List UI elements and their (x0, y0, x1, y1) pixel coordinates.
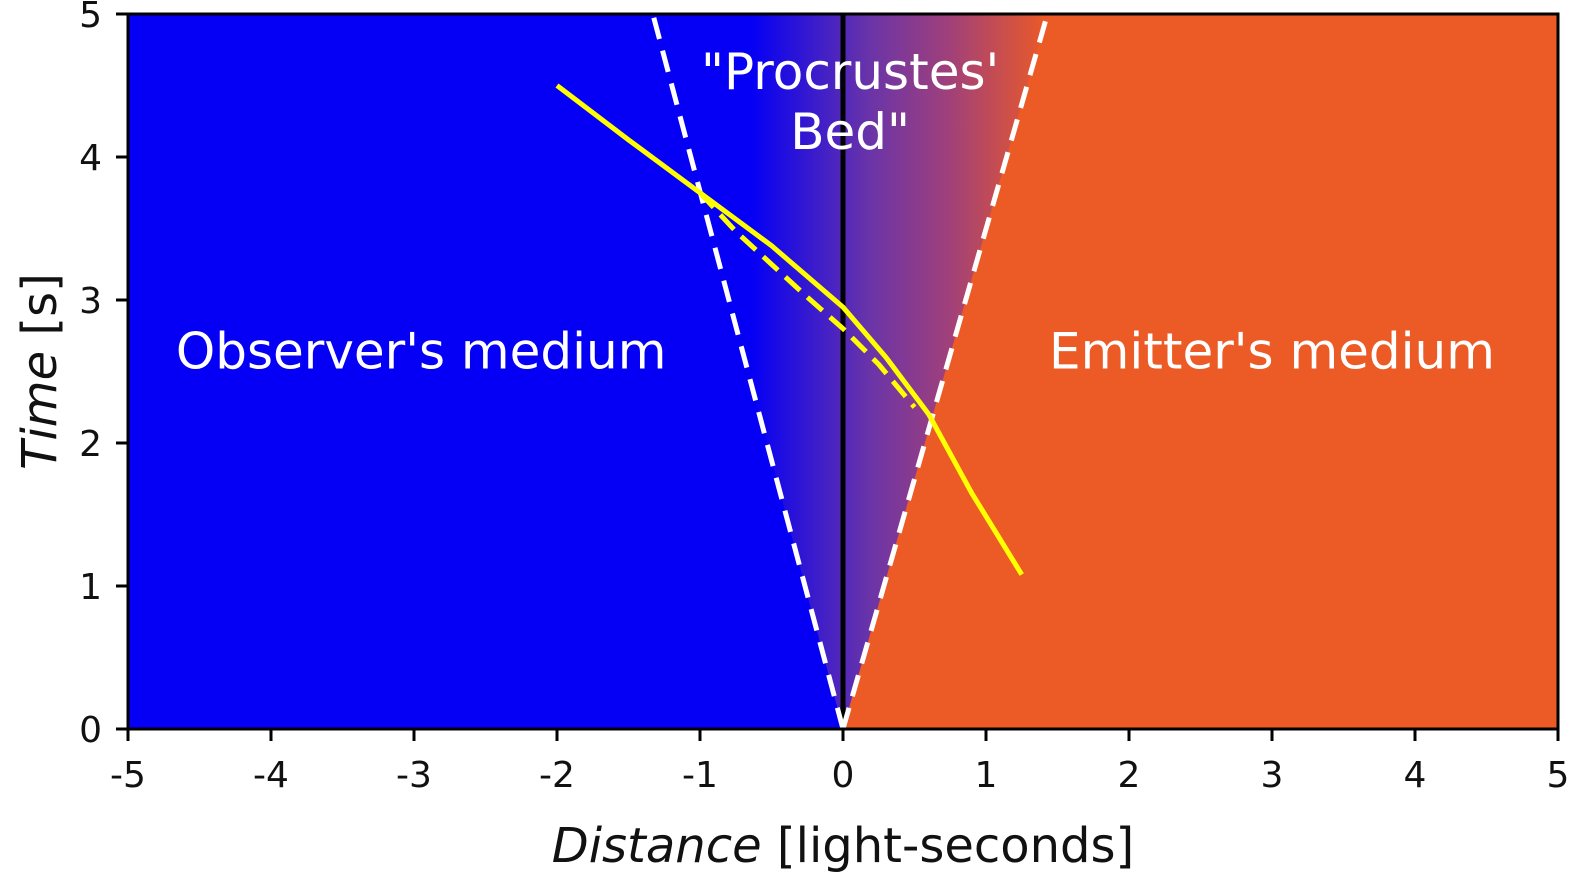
dashed-curve-series-1 (698, 191, 917, 409)
x-tick-label: 1 (975, 755, 998, 796)
x-tick-label: -1 (682, 755, 718, 796)
y-tick-label: 4 (79, 138, 102, 179)
solid-curve-series-0 (555, 83, 1024, 576)
y-tick-label: 1 (79, 567, 102, 608)
x-tick-label: 5 (1547, 755, 1570, 796)
y-tick-label: 5 (79, 0, 102, 36)
annotation-line-1: "Procrustes' (701, 43, 999, 101)
x-tick-label: -2 (539, 755, 575, 796)
emitter-medium-label: Emitter's medium (1049, 323, 1495, 381)
x-tick-label: -4 (253, 755, 289, 796)
procrustes-bed-annotation: "Procrustes' Bed" (701, 43, 999, 161)
x-tick-label: 3 (1261, 755, 1284, 796)
x-axis-label: Distance [light-seconds] (552, 818, 1135, 874)
right-cone-boundary (840, 13, 1050, 730)
observer-medium-label: Observer's medium (176, 323, 667, 381)
y-tick-label: 3 (79, 281, 102, 322)
annotation-line-2: Bed" (790, 103, 910, 161)
x-tick-label: 2 (1118, 755, 1141, 796)
x-tick-label: 0 (832, 755, 855, 796)
plot-area (126, 12, 1560, 731)
y-tick-label: 0 (79, 710, 102, 751)
x-axis-label-unit: [light-seconds] (777, 818, 1134, 874)
y-tick-label: 2 (79, 424, 102, 465)
y-axis-label-unit: [s] (12, 273, 68, 335)
x-tick-label: -3 (396, 755, 432, 796)
y-axis-label: Time [s] (12, 273, 68, 470)
procrustes-bed-wedge (652, 14, 1048, 729)
x-axis-ticks: -5 -4 -3 -2 -1 0 1 2 3 4 5 (110, 729, 1569, 796)
left-cone-boundary (650, 13, 846, 730)
x-tick-label: -5 (110, 755, 146, 796)
x-tick-label: 4 (1404, 755, 1427, 796)
x-axis-label-name: Distance (552, 818, 762, 874)
y-axis-label-name: Time (12, 351, 68, 470)
y-axis-ticks: 0 1 2 3 4 5 (79, 0, 128, 751)
